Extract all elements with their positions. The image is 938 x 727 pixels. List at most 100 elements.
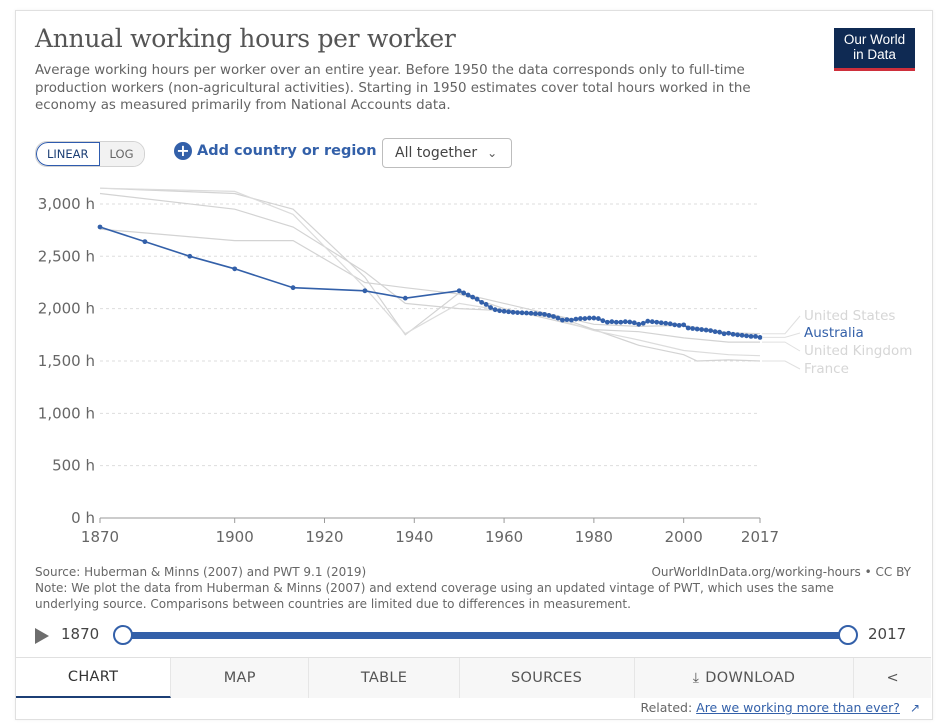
y-tick-label: 1,000 h <box>38 404 95 422</box>
x-tick-label: 1900 <box>216 528 254 546</box>
series-line <box>99 187 761 362</box>
data-point <box>744 333 749 339</box>
x-tick-label: 1960 <box>485 528 523 546</box>
related-article-link[interactable]: Are we working more than ever? <box>696 700 900 715</box>
tab-sources[interactable]: SOURCES <box>459 658 635 698</box>
data-point <box>708 328 714 334</box>
data-point <box>712 329 718 335</box>
data-point <box>483 302 489 307</box>
tab-table[interactable]: TABLE <box>309 658 460 698</box>
series-end-label: France <box>804 361 849 377</box>
data-point <box>533 311 538 317</box>
data-point <box>465 292 471 298</box>
chart-subtitle: Average working hours per worker over an… <box>35 63 751 113</box>
data-point <box>667 321 673 327</box>
data-point <box>501 308 507 314</box>
data-point <box>676 322 682 328</box>
data-point <box>519 310 525 316</box>
data-point <box>645 318 651 324</box>
data-point <box>555 315 561 321</box>
y-tick-label: 500 h <box>52 457 95 475</box>
data-point <box>542 311 547 317</box>
data-point <box>613 319 619 325</box>
data-point <box>290 285 296 291</box>
x-tick-label: 2017 <box>741 528 779 546</box>
data-point <box>721 331 727 337</box>
dropdown-label: All together <box>395 145 478 161</box>
add-country-label: Add country or region <box>197 143 377 159</box>
data-point <box>569 317 574 323</box>
grid-layer <box>100 203 760 467</box>
share-icon: < <box>886 670 899 686</box>
y-tick-label: 3,000 h <box>38 195 95 213</box>
data-point <box>604 319 610 325</box>
data-point <box>402 295 408 301</box>
series-end-label: United Kingdom <box>804 343 912 359</box>
logo-line-1: Our World <box>843 32 906 47</box>
timeline-track[interactable] <box>123 632 848 639</box>
data-point <box>497 308 502 314</box>
series-layer <box>97 187 763 362</box>
data-point <box>591 315 597 321</box>
data-point <box>142 239 148 245</box>
data-point <box>573 316 579 322</box>
data-point <box>528 310 534 316</box>
data-point <box>582 316 588 321</box>
data-point <box>510 309 516 315</box>
label-connector <box>762 315 801 335</box>
tab-chart[interactable]: CHART <box>16 658 172 698</box>
facet-dropdown[interactable]: All together ⌄ <box>382 138 512 168</box>
related-link-row: Related: Are we working more than ever? … <box>640 700 920 715</box>
data-point <box>546 313 552 318</box>
data-point <box>631 320 637 326</box>
data-point <box>479 299 485 305</box>
chevron-down-icon: ⌄ <box>487 146 498 160</box>
data-point <box>232 266 238 272</box>
logo-line-2: in Data <box>853 47 896 62</box>
tab-download[interactable]: ⤓ DOWNLOAD <box>634 658 855 698</box>
add-country-button[interactable]: + Add country or region <box>174 142 377 160</box>
series-line <box>99 187 761 357</box>
data-point <box>703 327 709 333</box>
data-point <box>564 317 570 323</box>
data-point <box>551 314 556 319</box>
data-point <box>735 332 740 338</box>
data-point <box>636 321 642 327</box>
linear-scale-button[interactable]: LINEAR <box>36 142 100 166</box>
label-connector <box>762 332 801 338</box>
tab-map[interactable]: MAP <box>171 658 310 698</box>
data-point <box>362 288 368 294</box>
data-point <box>694 326 700 332</box>
timeline-end-label: 2017 <box>868 625 907 643</box>
label-connector <box>762 341 801 352</box>
data-point <box>654 319 660 325</box>
timeline-start-handle[interactable] <box>113 625 133 645</box>
data-point <box>461 290 467 296</box>
data-point <box>730 331 736 337</box>
series-end-label: United States <box>804 308 895 324</box>
source-url[interactable]: OurWorldInData.org/working-hours • CC BY <box>651 565 911 579</box>
y-tick-label: 2,000 h <box>38 300 95 318</box>
share-button[interactable]: < <box>854 658 932 698</box>
series-line <box>99 228 760 343</box>
x-tick-label: 1940 <box>395 528 433 546</box>
data-point <box>685 325 691 331</box>
timeline-end-handle[interactable] <box>838 625 858 645</box>
data-point <box>672 322 678 328</box>
data-point <box>515 310 520 316</box>
play-icon[interactable] <box>35 628 49 644</box>
timeline-start-label: 1870 <box>61 625 100 643</box>
data-point <box>748 333 754 339</box>
owid-logo[interactable]: Our World in Data <box>834 28 915 71</box>
data-point <box>726 330 731 336</box>
data-point <box>757 335 763 340</box>
data-point <box>739 332 745 338</box>
data-point <box>618 319 624 325</box>
data-point <box>560 317 565 323</box>
data-point <box>488 305 494 310</box>
chart-title: Annual working hours per worker <box>35 24 456 53</box>
y-tick-label: 1,500 h <box>38 352 95 370</box>
data-point <box>470 294 476 300</box>
log-scale-button[interactable]: LOG <box>99 142 144 166</box>
data-point <box>506 309 511 315</box>
